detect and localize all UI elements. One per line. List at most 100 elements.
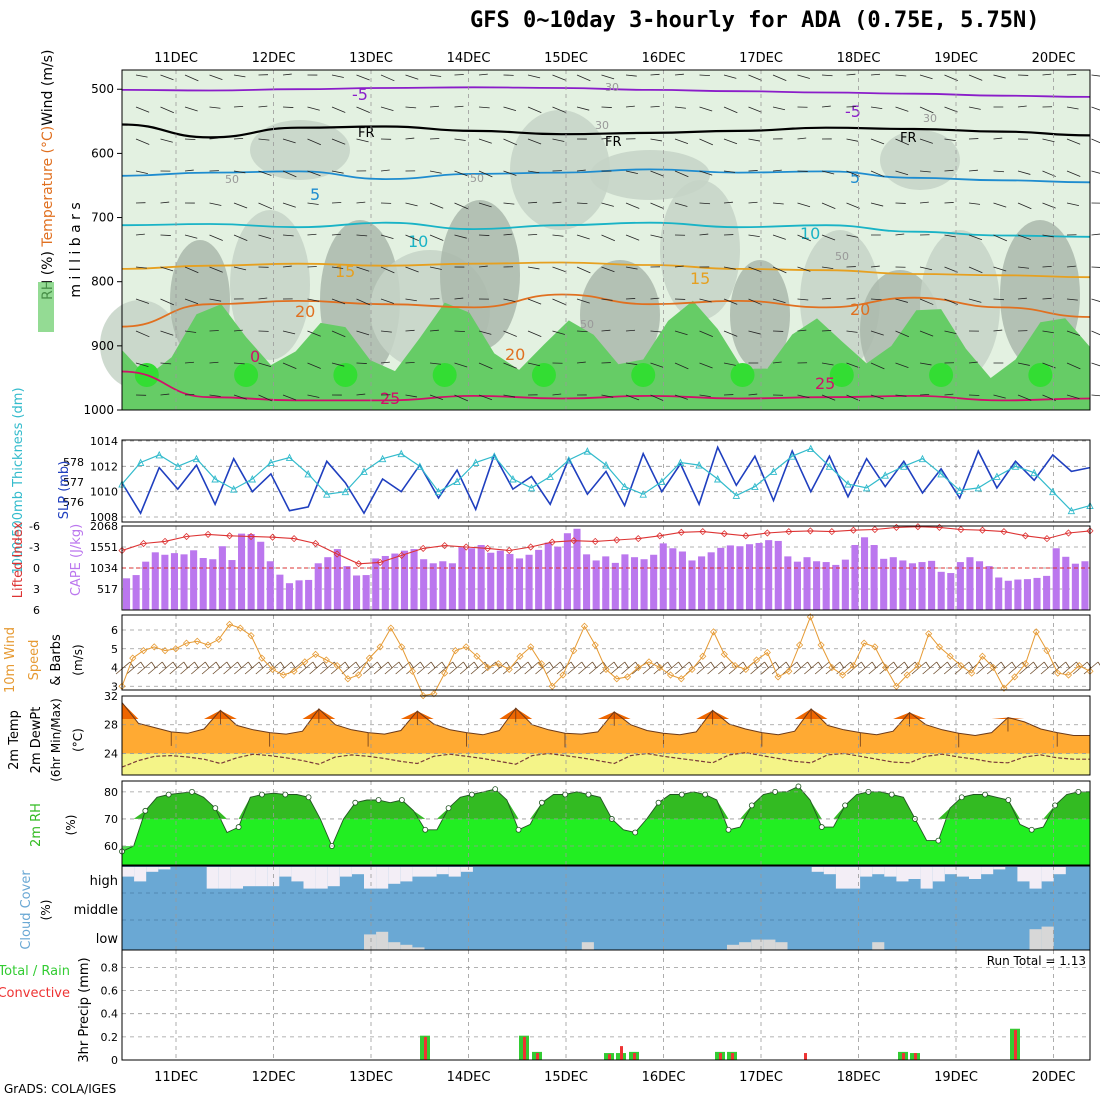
wind-barb-flag <box>215 661 221 669</box>
contour-label: 25 <box>815 374 835 393</box>
wind-barb <box>356 362 367 364</box>
wind-barb <box>919 393 930 396</box>
wind-barb <box>748 298 762 306</box>
wind-barb <box>772 202 784 205</box>
slp-point <box>527 483 536 492</box>
wind-barb <box>699 394 711 398</box>
wind-barb <box>650 394 665 402</box>
wind-barb-10m <box>900 661 916 675</box>
wind-frame <box>121 614 1091 691</box>
wind-barb-10m <box>933 661 948 675</box>
cloud-high-bar <box>436 867 449 875</box>
wind-barb <box>454 297 464 300</box>
cloud-high-bar <box>1053 867 1066 875</box>
wind-barb <box>772 74 787 81</box>
wind-point <box>355 671 363 679</box>
cape-bar <box>774 540 782 610</box>
temp-frame <box>121 695 1091 776</box>
wind-barb <box>625 105 635 108</box>
slp-point <box>732 491 741 499</box>
wind-barb <box>209 330 219 332</box>
cape-bar <box>1081 561 1089 610</box>
cape-bar <box>995 577 1003 610</box>
slp-point <box>937 469 945 478</box>
y-tick-cape-517: 517 <box>97 583 118 596</box>
wind-barb-10m <box>857 661 873 675</box>
wind-barb-flag <box>430 661 436 669</box>
wind-barb-10m <box>492 661 507 675</box>
wind-barb-10m <box>556 661 572 675</box>
wind-barb <box>846 202 860 209</box>
cape-bar <box>496 550 504 610</box>
y-tick-rh2m-80: 80 <box>104 786 118 799</box>
wind-barb <box>503 233 513 236</box>
wind-barb <box>748 330 761 335</box>
cloud-high-bar <box>932 867 945 882</box>
wind-point <box>269 665 277 673</box>
wind-barb <box>258 202 273 210</box>
x-tick-top-20DEC: 20DEC <box>1032 51 1076 66</box>
cloud-high-bar <box>860 867 873 877</box>
cape-bar <box>793 561 801 610</box>
wind-point <box>957 662 965 670</box>
wind-point <box>150 643 158 651</box>
wind-point <box>978 652 987 660</box>
cloud-low-bar <box>388 942 401 950</box>
wind-barb <box>307 138 321 146</box>
wind-barb <box>895 394 907 397</box>
cape-bar <box>448 563 456 610</box>
wind-barb <box>356 393 366 396</box>
slp-point <box>546 472 554 480</box>
x-tick-bottom-17DEC: 17DEC <box>739 1070 783 1085</box>
wind-barb <box>478 330 492 335</box>
cape-bar <box>487 552 495 610</box>
wind-barb <box>552 266 566 272</box>
cloud-high-bar <box>956 867 969 877</box>
wind-barb-10m <box>137 661 152 675</box>
wind-barb-flag <box>366 661 371 669</box>
wind-barb-10m <box>277 661 292 675</box>
wind-barb <box>699 106 713 112</box>
slp-point <box>751 482 759 491</box>
cloud-low-bar <box>727 944 740 950</box>
cloud-high-bar <box>291 867 304 882</box>
wind-barb-flag <box>323 661 328 669</box>
wind-barb-flag <box>161 661 167 669</box>
cape-bar <box>985 566 993 610</box>
rh2m-point <box>1028 826 1035 833</box>
rh2m-point <box>235 824 242 830</box>
cloud-high-bar <box>896 867 909 882</box>
wind-barb <box>380 266 395 274</box>
rh-shade-area <box>660 180 740 320</box>
cape-bar <box>822 562 830 610</box>
slp-point <box>881 471 889 479</box>
wind-barb <box>772 106 786 111</box>
series-SLP <box>121 447 1091 512</box>
series-lifted-index <box>121 526 1091 565</box>
rh-bright-area <box>829 363 854 387</box>
cloud-panel <box>122 866 1090 950</box>
rh2m-point <box>888 791 895 798</box>
slp-point <box>360 467 368 475</box>
wind-barb <box>307 330 321 337</box>
cape-bar <box>755 542 763 610</box>
wind-barb <box>968 298 982 303</box>
wind-barb <box>821 170 835 175</box>
li-point <box>828 528 836 536</box>
wind-barb <box>772 169 782 172</box>
cape-bar <box>659 543 667 610</box>
wind-barb <box>576 361 586 364</box>
wind-barb-flag <box>925 661 931 669</box>
wind-barb <box>233 202 248 209</box>
cape-panel <box>118 523 1094 610</box>
wind-point <box>774 673 782 681</box>
cape-bar <box>372 558 380 610</box>
wind-point <box>731 662 739 670</box>
wind-point <box>527 643 535 651</box>
wind-point <box>258 654 266 662</box>
wind-barb <box>576 74 591 82</box>
wind-barb <box>331 202 342 204</box>
wind-point <box>871 643 879 651</box>
wind-barb <box>1091 330 1100 336</box>
cloud-high-bar <box>303 867 316 889</box>
